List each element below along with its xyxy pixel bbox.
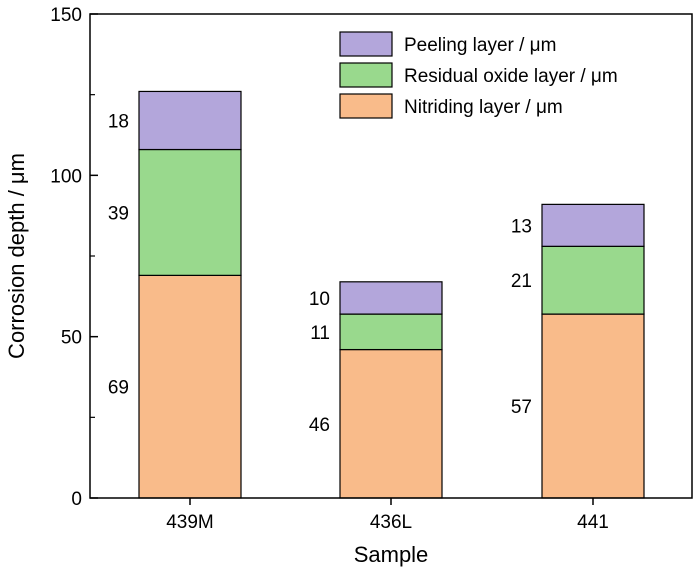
bar-segment-439M-1: [138, 148, 242, 276]
x-axis: 439M 436L 441: [166, 498, 609, 533]
data-label-441-0: 57: [511, 397, 532, 418]
bar-segment-441-1: [541, 245, 645, 315]
y-tick-label-150: 150: [50, 5, 82, 26]
legend-label-1: Residual oxide layer / μm: [404, 66, 618, 87]
bar-segment-439M-2: [138, 90, 242, 151]
legend: Peeling layer / μm Residual oxide layer /…: [339, 31, 618, 119]
data-label-436L-1: 11: [310, 323, 330, 344]
bar-segment-441-2: [541, 203, 645, 247]
x-axis-title: Sample: [354, 542, 429, 567]
bar-segment-436L-1: [339, 313, 443, 351]
data-label-441-2: 13: [511, 216, 532, 237]
data-label-436L-0: 46: [309, 415, 330, 436]
bar-segment-439M-0: [138, 274, 242, 499]
legend-swatch-1: [339, 62, 393, 88]
y-axis: 0 50 100 150: [50, 5, 98, 510]
legend-label-2: Peeling layer / μm: [404, 35, 556, 56]
data-labels-layer: 69 39 18 46 11 10 57 21 13: [108, 111, 532, 435]
data-label-439M-1: 39: [108, 203, 129, 224]
bar-segment-441-0: [541, 313, 645, 499]
bar-segment-436L-2: [339, 281, 443, 315]
x-tick-label-439M: 439M: [166, 512, 214, 533]
bars-layer: [138, 90, 645, 499]
data-label-439M-0: 69: [108, 378, 129, 399]
data-label-441-1: 21: [511, 271, 532, 292]
data-label-439M-2: 18: [108, 111, 129, 132]
legend-label-0: Nitriding layer / μm: [404, 97, 563, 118]
y-tick-label-100: 100: [50, 166, 82, 187]
x-tick-label-436L: 436L: [370, 512, 412, 533]
legend-swatch-2: [339, 31, 393, 57]
bar-segment-436L-0: [339, 348, 443, 499]
legend-swatch-0: [339, 93, 393, 119]
x-tick-label-441: 441: [577, 512, 609, 533]
y-tick-label-50: 50: [61, 328, 82, 349]
y-axis-title: Corrosion depth / μm: [4, 153, 29, 359]
y-tick-label-0: 0: [71, 489, 82, 510]
data-label-436L-2: 10: [309, 289, 330, 310]
